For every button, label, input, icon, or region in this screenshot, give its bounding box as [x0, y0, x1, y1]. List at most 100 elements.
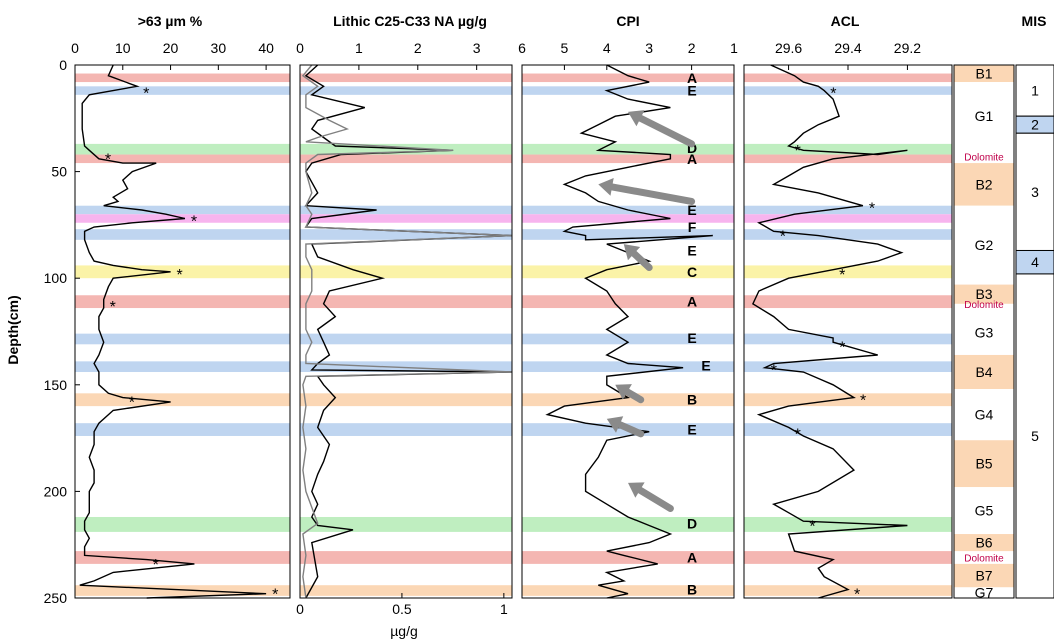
strat-unit-label: G3	[975, 325, 994, 341]
peak-marker: *	[110, 299, 116, 316]
horizon-band	[300, 393, 512, 407]
horizon-band	[522, 361, 734, 373]
trend-arrow-head	[623, 244, 641, 261]
trend-arrow-head	[598, 178, 614, 196]
panel-frame	[74, 64, 291, 599]
mis-stage-label: 3	[1031, 184, 1039, 200]
panel-frame	[299, 64, 513, 599]
panel-2: 0 1 2 3	[296, 40, 513, 599]
horizon-band	[744, 205, 952, 215]
x-tick-label: 0	[296, 40, 304, 56]
horizon-band	[744, 295, 952, 309]
x-tick-label: 1	[355, 40, 363, 56]
peak-marker: *	[105, 152, 111, 169]
horizon-band	[744, 73, 952, 83]
x-tick-label: 2	[414, 40, 422, 56]
strat-unit	[954, 534, 1014, 552]
panel-4: 29.6 29.4 29.2 * * * * * * * * * * *	[743, 40, 953, 604]
cpi-event-label: B	[687, 392, 697, 408]
strat-unit-label: Dolomite	[964, 300, 1004, 311]
strat-unit	[954, 284, 1014, 304]
horizon-band	[75, 423, 290, 436]
cpi-event-label: C	[687, 264, 697, 280]
y-tick-label: 250	[44, 590, 68, 606]
horizon-band	[744, 333, 952, 345]
mis-column: 1 2 3 4 5	[1015, 64, 1054, 599]
strat-unit-label: B2	[975, 176, 992, 192]
horizon-band	[744, 361, 952, 373]
cpi-event-label: B	[687, 581, 697, 597]
strat-unit-label: G4	[975, 407, 994, 423]
horizon-band	[522, 295, 734, 309]
panel-1: 0 10 20 30 40 * * * * * * * *	[71, 40, 291, 604]
x-tick-label: 5	[561, 40, 569, 56]
mis-stage	[1015, 132, 1054, 251]
mis-stage-label: 5	[1031, 428, 1039, 444]
peak-marker: *	[771, 363, 777, 380]
horizon-band	[522, 393, 734, 407]
x-tick-label: 29.2	[894, 40, 921, 56]
y-tick-label: 200	[44, 483, 68, 499]
horizon-band	[744, 423, 952, 436]
strat-unit	[954, 65, 1014, 83]
strat-unit	[954, 587, 1014, 598]
horizon-band	[300, 333, 512, 345]
horizon-band	[300, 516, 512, 532]
strat-unit	[954, 310, 1014, 355]
x-tick-label: 0	[71, 40, 79, 56]
horizon-band	[522, 86, 734, 95]
strat-unit-label: B1	[975, 66, 992, 82]
peak-marker: *	[143, 86, 149, 103]
strat-unit-label: G7	[975, 585, 994, 601]
horizon-band	[300, 423, 512, 436]
horizon-band	[522, 585, 734, 596]
horizon-band	[75, 265, 290, 279]
mis-stage-label: 1	[1031, 83, 1039, 99]
cpi-event-label: D	[687, 515, 697, 531]
peak-marker: *	[795, 427, 801, 444]
series-line	[301, 64, 513, 599]
horizon-band	[300, 154, 512, 164]
peak-marker: *	[839, 267, 845, 284]
trend-arrow	[623, 388, 645, 404]
horizon-band	[744, 86, 952, 95]
y-tick-label: 50	[51, 164, 67, 180]
horizon-band	[75, 393, 290, 407]
horizon-band	[522, 154, 734, 164]
peak-marker: *	[191, 214, 197, 231]
trend-arrow-head	[615, 384, 632, 400]
horizon-band	[300, 229, 512, 240]
x-tick-label: 30	[211, 40, 227, 56]
horizon-band	[300, 585, 512, 596]
strat-unit	[954, 163, 1014, 206]
panel-frame	[521, 64, 735, 599]
strat-unit-label: G5	[975, 503, 994, 519]
cpi-event-label: E	[687, 83, 696, 99]
horizon-band	[75, 73, 290, 83]
strat-unit-label: G1	[975, 108, 994, 124]
horizon-band	[522, 73, 734, 83]
horizon-band	[744, 154, 952, 164]
horizon-band	[300, 265, 512, 279]
panels: 0 10 20 30 40********0 1 2 3 6 5 4 3 2 1 29.6 29.4 29.2*…	[44, 40, 953, 617]
horizon-band	[75, 154, 290, 164]
cpi-event-label: E	[687, 242, 696, 258]
horizon-band	[300, 86, 512, 95]
strat-border	[953, 64, 1015, 599]
peak-marker: *	[839, 339, 845, 356]
horizon-band	[522, 516, 734, 532]
mis-stage	[1015, 273, 1054, 599]
x-tick-label: 3	[645, 40, 653, 56]
cpi-event-label: E	[687, 330, 696, 346]
panel4-title: ACL	[831, 13, 860, 29]
trend-arrow	[636, 486, 674, 512]
peak-marker: *	[129, 395, 135, 412]
strat-unit-label: Dolomite	[964, 153, 1004, 164]
x-tick-label: 29.4	[834, 40, 861, 56]
strat-unit	[954, 440, 1014, 488]
cpi-event-label: D	[687, 140, 697, 156]
trend-arrow-head	[628, 482, 645, 498]
cpi-event-label: E	[687, 202, 696, 218]
strat-unit	[954, 563, 1014, 588]
series-line	[545, 64, 713, 599]
